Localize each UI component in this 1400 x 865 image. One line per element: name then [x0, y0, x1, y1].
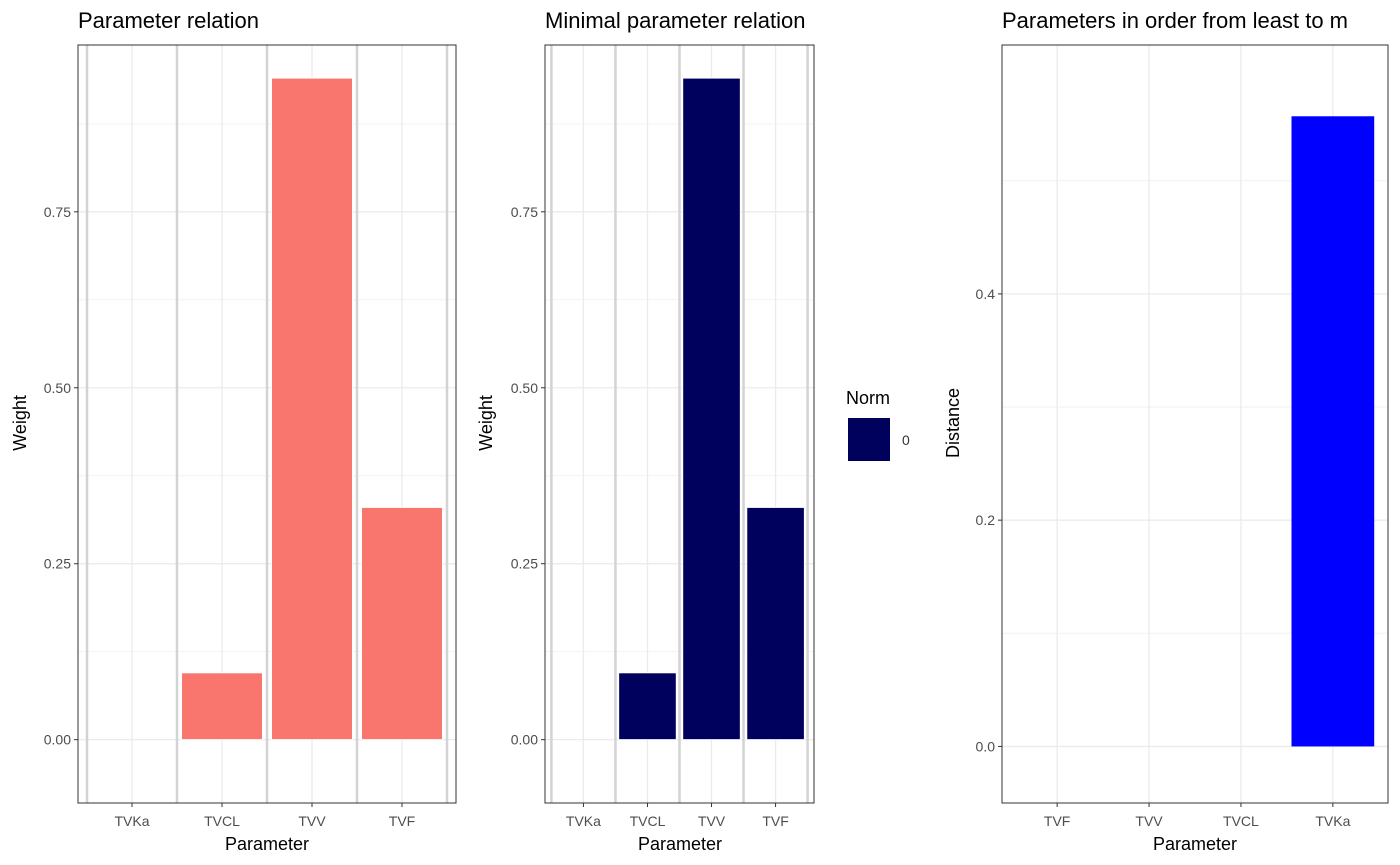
- panel-parameter-relation: 0.00 0.25 0.50 0.75 TVKa TVCL TVV TVF Parameter…: [10, 8, 457, 854]
- bar-tvka: [1291, 116, 1375, 747]
- x-tick-label: TVV: [298, 813, 326, 829]
- y-tick-label: 0.50: [44, 380, 71, 396]
- x-axis-title: Parameter: [225, 834, 309, 854]
- bar-tvv: [682, 77, 741, 741]
- y-tick-label: 0.75: [44, 204, 71, 220]
- chart-title: Parameter relation: [78, 8, 259, 33]
- bar-tvcl: [618, 672, 677, 741]
- chart-title: Parameters in order from least to m: [1002, 8, 1348, 33]
- legend: Norm 0: [846, 388, 910, 461]
- y-tick-label: 0.00: [511, 732, 538, 748]
- bar-tvv: [271, 77, 353, 741]
- y-tick-label: 0.0: [976, 738, 996, 754]
- plot-area: 0.00 0.25 0.50 0.75 TVKa TVCL TVV TVF: [511, 44, 815, 829]
- x-tick-label: TVCL: [1223, 813, 1259, 829]
- legend-title: Norm: [846, 388, 890, 408]
- y-tick-label: 0.00: [44, 732, 71, 748]
- y-tick-label: 0.2: [976, 512, 996, 528]
- chart-title: Minimal parameter relation: [545, 8, 805, 33]
- y-axis-title: Weight: [476, 395, 496, 451]
- x-tick-label: TVF: [762, 813, 788, 829]
- x-tick-label: TVCL: [630, 813, 666, 829]
- x-tick-label: TVKa: [114, 813, 149, 829]
- x-tick-label: TVKa: [566, 813, 601, 829]
- x-tick-label: TVV: [1135, 813, 1163, 829]
- x-tick-label: TVKa: [1315, 813, 1350, 829]
- panel-parameters-ordered: 0.0 0.2 0.4 TVF TVV TVCL TVKa Parameters in or…: [943, 8, 1389, 854]
- x-axis-title: Parameter: [638, 834, 722, 854]
- y-tick-label: 0.25: [44, 556, 71, 572]
- panel-minimal-parameter-relation: 0.00 0.25 0.50 0.75 TVKa TVCL TVV TVF Minimal p…: [476, 8, 815, 854]
- y-tick-label: 0.75: [511, 204, 538, 220]
- y-axis-title: Distance: [943, 388, 963, 458]
- x-tick-label: TVF: [1044, 813, 1070, 829]
- bar-tvcl: [181, 672, 263, 741]
- y-axis-title: Weight: [10, 395, 30, 451]
- y-tick-label: 0.4: [976, 286, 996, 302]
- panel-border: [1001, 44, 1389, 804]
- legend-swatch: [848, 418, 890, 461]
- x-tick-label: TVF: [389, 813, 415, 829]
- panel-border: [544, 44, 815, 804]
- bar-tvf: [746, 506, 805, 741]
- y-tick-label: 0.50: [511, 380, 538, 396]
- panel-border: [77, 44, 457, 804]
- x-tick-label: TVCL: [204, 813, 240, 829]
- legend-label: 0: [902, 432, 910, 448]
- x-axis-title: Parameter: [1153, 834, 1237, 854]
- y-tick-label: 0.25: [511, 556, 538, 572]
- x-tick-label: TVV: [698, 813, 726, 829]
- plot-area: 0.00 0.25 0.50 0.75 TVKa TVCL TVV TVF: [44, 44, 457, 829]
- bar-tvf: [361, 506, 443, 741]
- plot-area: 0.0 0.2 0.4 TVF TVV TVCL TVKa: [976, 44, 1389, 829]
